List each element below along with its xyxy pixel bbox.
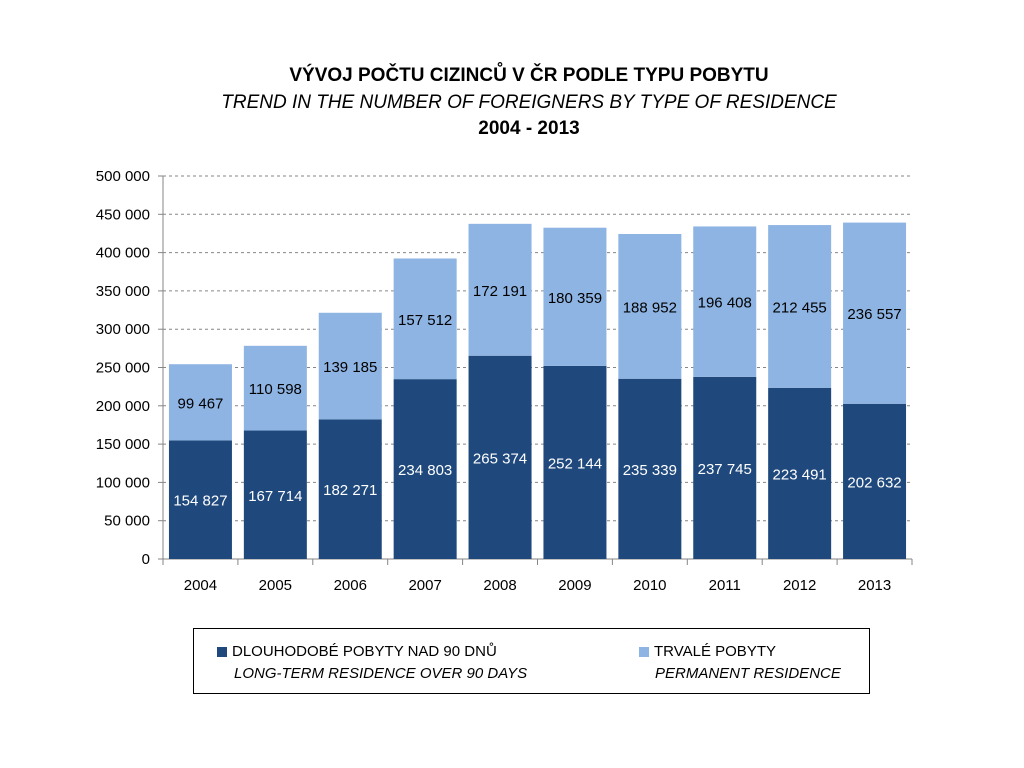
y-tick-label: 0 [142, 551, 150, 568]
y-tick-label: 250 000 [96, 360, 150, 377]
x-tick-label: 2009 [558, 577, 591, 594]
bar-permanent-2004 [168, 364, 232, 441]
y-tick-label: 500 000 [96, 168, 150, 185]
legend-label-long-term-en: LONG-TERM RESIDENCE OVER 90 DAYS [234, 665, 528, 682]
bar-permanent-2006 [318, 312, 382, 420]
bar-long-term-2005 [243, 430, 307, 559]
data-label-long-term: 182 271 [323, 482, 377, 499]
data-label-long-term: 202 632 [847, 474, 901, 491]
bar-long-term-2013 [843, 403, 907, 559]
legend: DLOUHODOBÉ POBYTY NAD 90 DNŮ LONG-TERM R… [193, 628, 870, 694]
data-label-long-term: 265 374 [473, 450, 527, 467]
data-label-permanent: 110 598 [249, 381, 302, 398]
x-tick-label: 2013 [858, 577, 891, 594]
chart-title-block: VÝVOJ POČTU CIZINCŮ V ČR PODLE TYPU POBY… [0, 63, 1024, 142]
data-label-long-term: 223 491 [773, 466, 827, 483]
legend-label-permanent: TRVALÉ POBYTY [654, 643, 776, 660]
legend-label-permanent-en: PERMANENT RESIDENCE [655, 665, 841, 682]
x-tick-label: 2008 [483, 577, 516, 594]
data-label-long-term: 154 827 [173, 493, 227, 510]
bar-long-term-2009 [543, 365, 607, 559]
bar-permanent-2010 [618, 233, 682, 379]
legend-swatch-long-term [217, 647, 227, 657]
data-label-permanent: 236 557 [847, 306, 901, 323]
chart-period: 2004 - 2013 [478, 118, 580, 139]
data-label-permanent: 188 952 [623, 299, 677, 316]
bar-permanent-2012 [768, 225, 832, 388]
bar-long-term-2011 [693, 376, 757, 559]
data-label-long-term: 234 803 [398, 462, 452, 479]
bar-long-term-2007 [393, 379, 457, 559]
data-label-permanent: 196 408 [698, 295, 752, 312]
data-label-long-term: 237 745 [698, 461, 752, 478]
bar-long-term-2010 [618, 378, 682, 559]
data-label-permanent: 139 185 [323, 359, 377, 376]
y-tick-label: 150 000 [96, 436, 150, 453]
data-label-long-term: 167 714 [248, 488, 302, 505]
x-tick-label: 2004 [184, 577, 217, 594]
x-tick-label: 2006 [334, 577, 367, 594]
bar-long-term-2006 [318, 419, 382, 559]
stacked-bar-chart: 0 50 000 100 000 150 000 200 000 250 000 300 0… [96, 168, 913, 594]
y-tick-label: 100 000 [96, 474, 150, 491]
data-label-permanent: 99 467 [178, 395, 224, 412]
chart-title: VÝVOJ POČTU CIZINCŮ V ČR PODLE TYPU POBY… [289, 65, 769, 86]
x-tick-label: 2010 [633, 577, 666, 594]
bar-permanent-2013 [843, 222, 907, 404]
legend-label-long-term: DLOUHODOBÉ POBYTY NAD 90 DNŮ [232, 643, 497, 660]
data-labels: 154 827 99 467 167 714 110 598 182 271 139 18… [173, 283, 901, 510]
y-tick-label: 200 000 [96, 398, 150, 415]
data-label-permanent: 172 191 [473, 283, 527, 300]
y-tick-label: 300 000 [96, 321, 150, 338]
x-tick-label: 2011 [709, 577, 741, 594]
y-tick-label: 400 000 [96, 245, 150, 262]
data-label-permanent: 212 455 [773, 299, 827, 316]
data-label-permanent: 180 359 [548, 290, 602, 307]
data-label-long-term: 252 144 [548, 455, 602, 472]
legend-swatch-permanent [639, 647, 649, 657]
y-tick-label: 50 000 [104, 513, 150, 530]
y-tick-label: 350 000 [96, 283, 150, 300]
bar-permanent-2005 [243, 345, 307, 431]
y-tick-label: 450 000 [96, 206, 150, 223]
bars [168, 222, 907, 559]
bar-long-term-2004 [168, 440, 232, 559]
bar-permanent-2008 [468, 223, 532, 356]
x-tick-label: 2005 [259, 577, 292, 594]
data-label-permanent: 157 512 [398, 312, 452, 329]
x-tick-label: 2007 [408, 577, 441, 594]
bar-permanent-2007 [393, 258, 457, 380]
x-tick-label: 2012 [783, 577, 816, 594]
bar-long-term-2012 [768, 387, 832, 559]
bar-permanent-2009 [543, 227, 607, 366]
data-label-long-term: 235 339 [623, 462, 677, 479]
chart-subtitle: TREND IN THE NUMBER OF FOREIGNERS BY TYP… [221, 92, 837, 113]
bar-permanent-2011 [693, 226, 757, 377]
bar-long-term-2008 [468, 355, 532, 559]
